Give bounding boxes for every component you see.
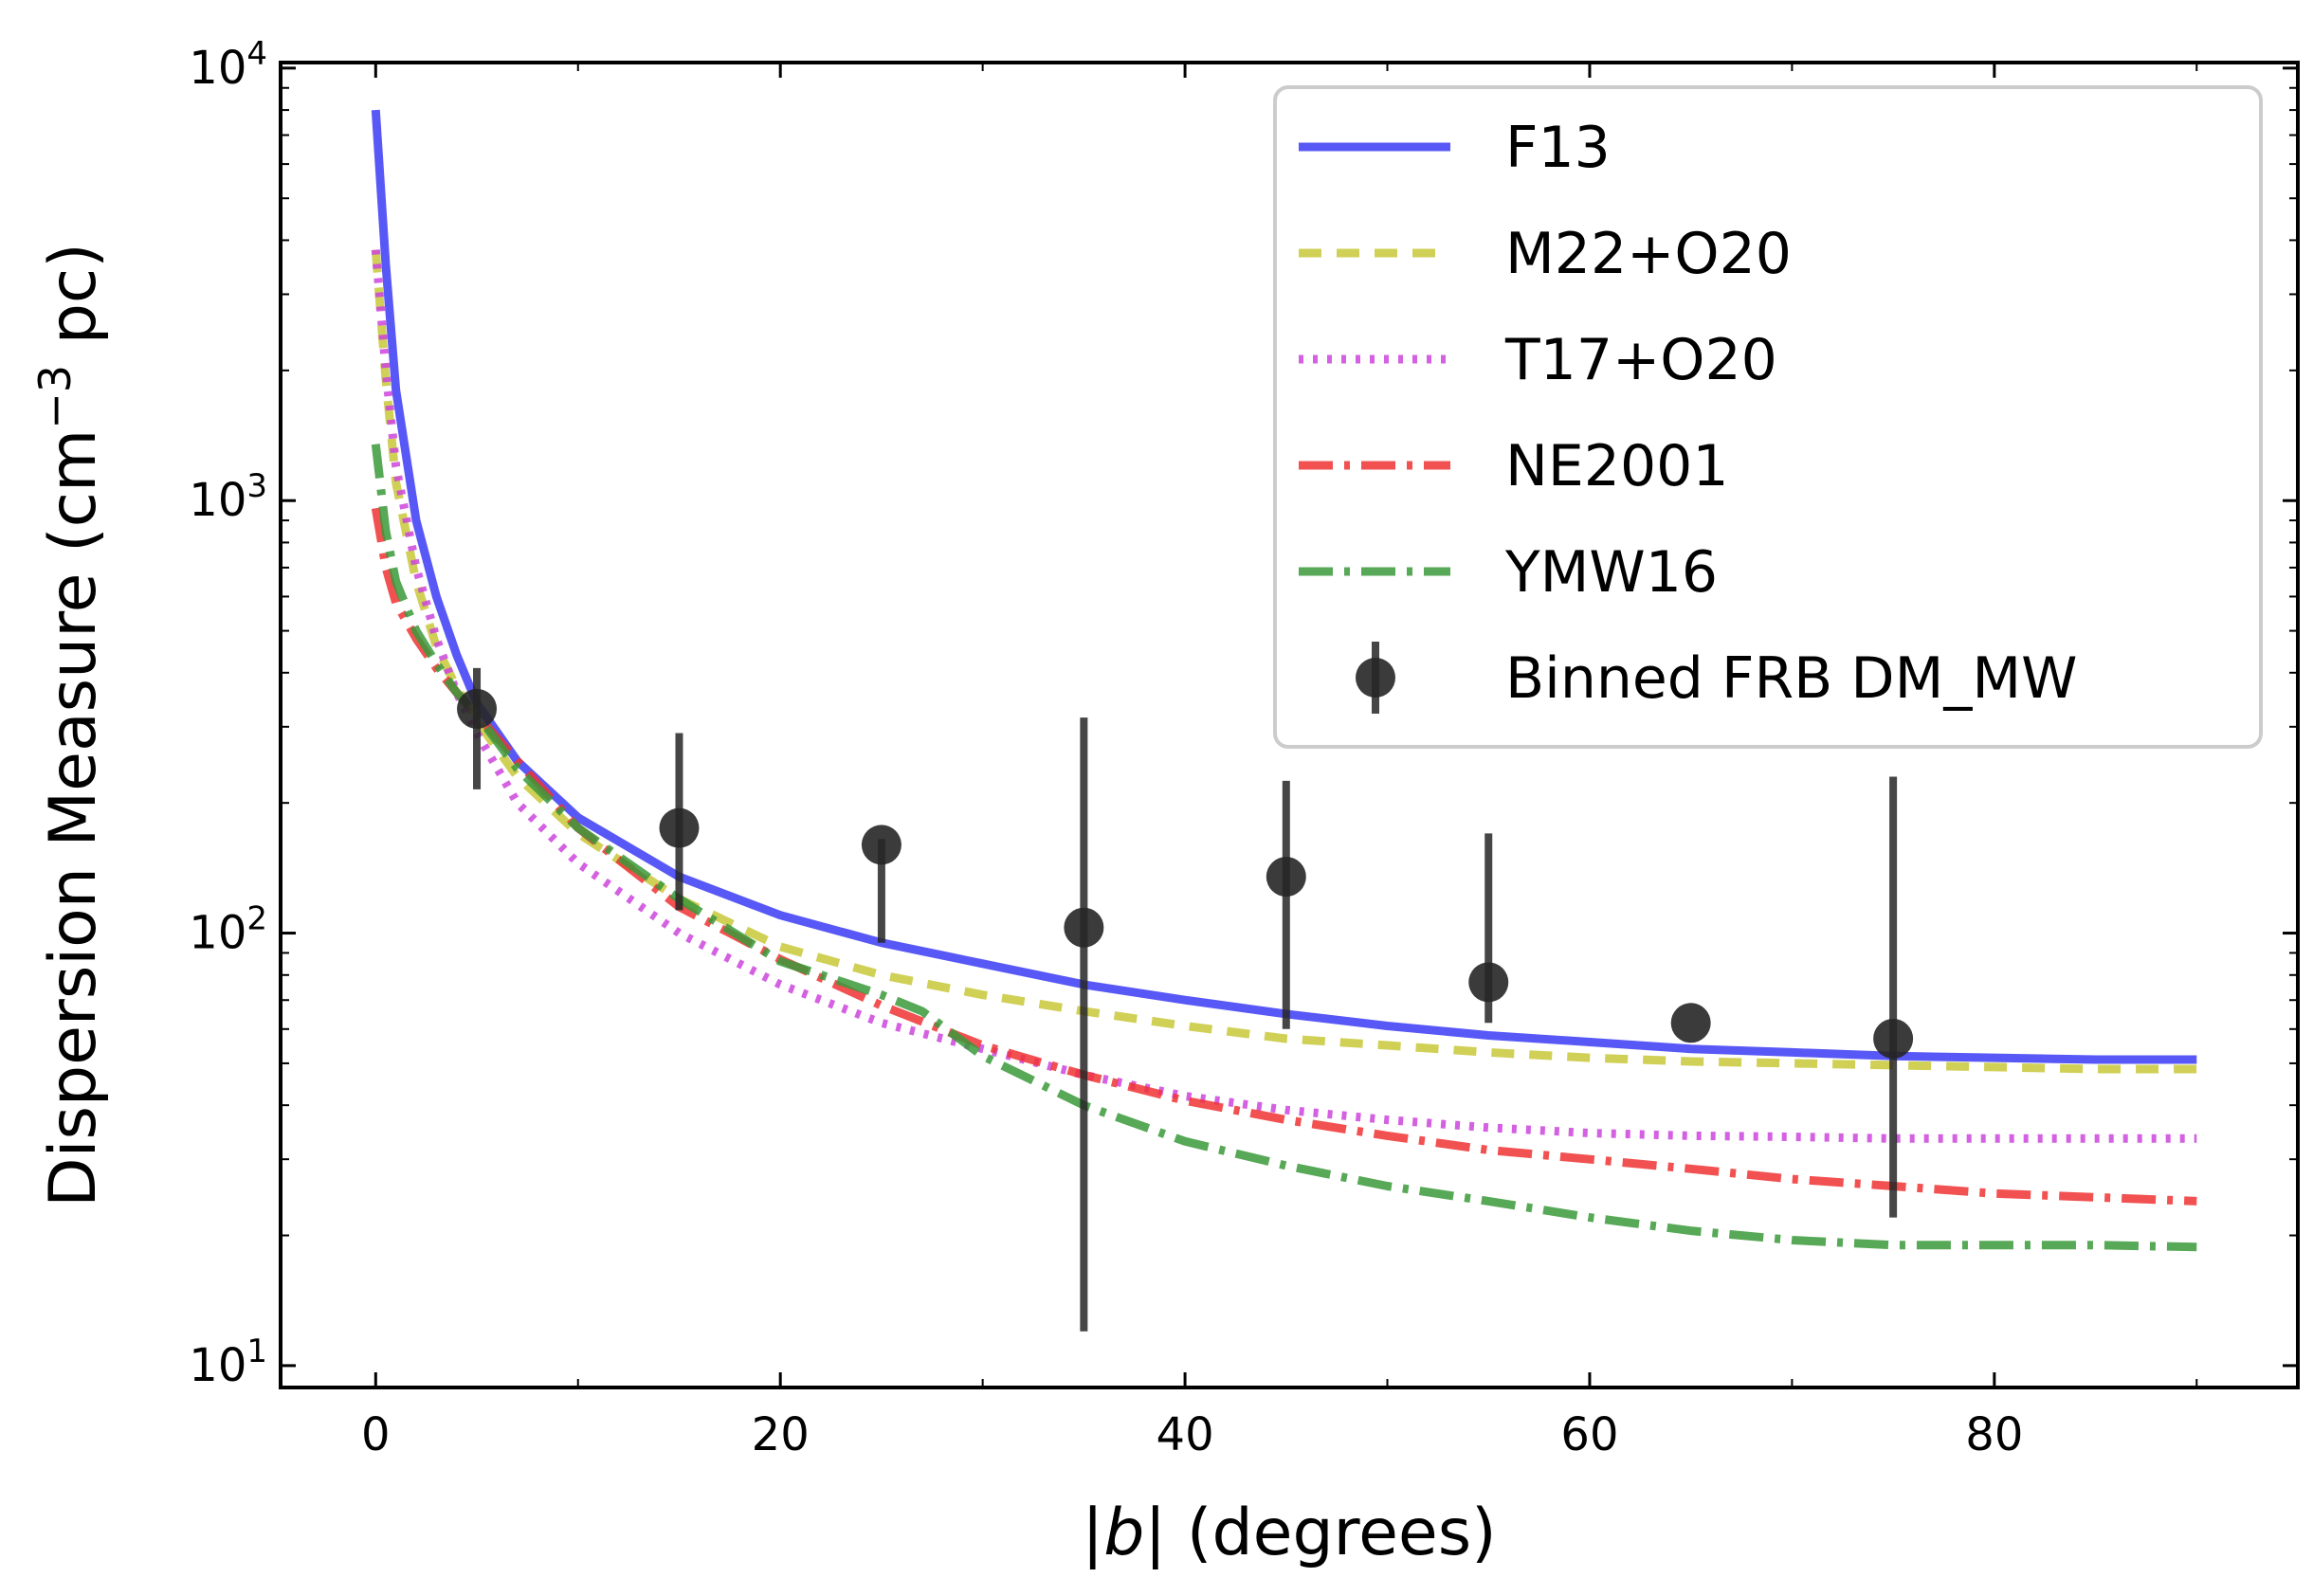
legend-box	[1273, 85, 2263, 749]
legend-items: F13 M22+O20 T17+O20 NE2001 YMW16 Binned FRB D…	[1299, 115, 2077, 714]
y-tick-label: 101	[189, 1333, 267, 1392]
data-point-6	[1468, 962, 1509, 1003]
data-point-3	[861, 825, 902, 865]
data-point-5	[1266, 857, 1306, 898]
data-point-4	[1064, 907, 1104, 948]
legend-label-m22-o20: M22+O20	[1505, 221, 1792, 287]
y-axis-label: Dispersion Measure (cm−3 pc)	[29, 243, 111, 1207]
plot-frame	[279, 61, 2300, 1389]
y-tick-label: 103	[189, 467, 267, 527]
legend-label-f13: F13	[1505, 115, 1611, 181]
x-axis-label: |b| (degrees)	[1082, 1496, 1496, 1570]
data-point-2	[659, 807, 700, 848]
data-point-8	[1873, 1018, 1914, 1059]
legend-label-binned-frb-dm-mw: Binned FRB DM_MW	[1505, 645, 2077, 712]
tick-layer: 0 20 40 60 80 101 102 103 104	[189, 35, 2298, 1461]
legend-label-ne2001: NE2001	[1505, 433, 1729, 499]
x-tick-label: 0	[361, 1408, 391, 1461]
x-tick-label: 60	[1560, 1408, 1618, 1461]
series-line-m22-o20	[371, 249, 2197, 1074]
x-tick-label: 20	[752, 1408, 810, 1461]
legend-label-t17-o20: T17+O20	[1504, 327, 1777, 393]
errorbar-layer	[457, 667, 1914, 1332]
y-tick-label: 104	[189, 35, 267, 95]
legend-marker-binned-frb-dm-mw	[1356, 658, 1395, 698]
series-line-ymw16	[371, 444, 2197, 1252]
series-line-f13	[371, 109, 2197, 1064]
series-layer	[371, 109, 2197, 1252]
series-line-t17-o20	[371, 249, 2197, 1143]
x-tick-label: 40	[1156, 1408, 1214, 1461]
data-point-1	[457, 688, 498, 729]
data-point-7	[1670, 1003, 1711, 1043]
legend: F13 M22+O20 T17+O20 NE2001 YMW16 Binned FRB D…	[1273, 85, 2263, 749]
y-tick-label: 102	[189, 900, 267, 960]
x-tick-label: 80	[1965, 1408, 2023, 1461]
legend-label-ymw16: YMW16	[1504, 539, 1718, 606]
